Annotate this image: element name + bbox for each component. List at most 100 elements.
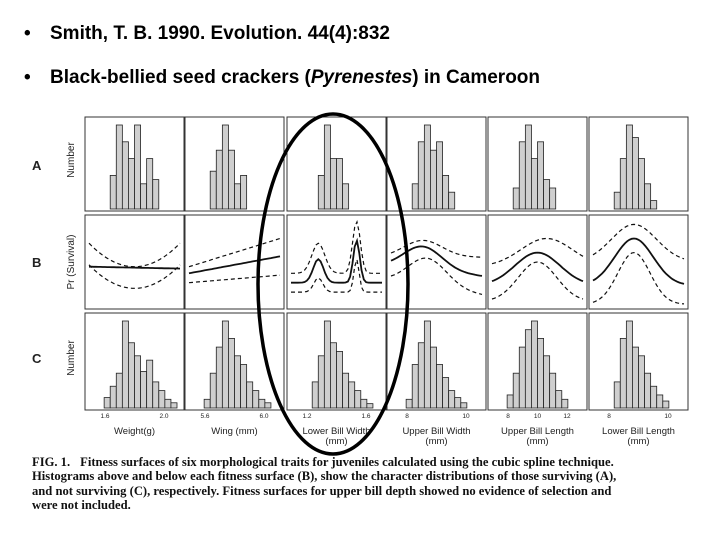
histogram-bar [103,397,111,409]
histogram-bar [146,359,154,409]
species-text-pre: Black-bellied seed crackers ( [50,67,311,88]
panel-frame [84,214,185,310]
histogram-bar [625,320,633,409]
tick-label: 12 [563,413,571,420]
caption-label: FIG. 1. [32,455,71,469]
histogram-bar [518,346,526,409]
histogram-bar [417,342,425,409]
panel-frame [84,312,185,411]
tick-label: 10 [462,413,470,420]
histogram-bar [650,200,658,210]
panel-frame [588,214,689,310]
histogram-bar [234,355,241,409]
histogram-bar [134,124,141,210]
histogram-bar [240,364,248,409]
histogram-bar [246,381,254,409]
confidence-band [188,237,281,268]
fitness-curve [188,255,281,275]
histogram-bar [121,320,129,409]
x-axis-label: (mm) [325,436,347,447]
histogram-bar [460,402,468,409]
histogram-bar [531,320,538,409]
histogram-bar [215,149,223,210]
histogram-bar [323,124,331,210]
fitness-curve [491,251,584,283]
caption-line-2: Histograms above and below each fitness … [32,469,617,484]
histogram-bar [221,124,229,210]
histogram-bar [360,398,368,409]
histogram-bar [644,183,652,210]
histogram-bar [430,149,437,210]
panel-frame [487,116,588,212]
histogram-bar [354,390,362,409]
histogram-bar [632,137,639,210]
panel-frame [588,116,689,212]
histogram-bar [537,141,544,210]
histogram-bar [330,342,337,409]
histogram-bar [323,320,331,409]
histogram-bar [454,397,462,409]
histogram-bar [417,141,425,210]
confidence-band [291,259,382,293]
histogram-bar [115,124,123,210]
histogram-bar [613,381,621,409]
confidence-band [188,274,281,284]
y-axis-label: Pr (Survival) [66,234,77,289]
histogram-bar [549,187,557,210]
histogram-bar [543,179,551,210]
histogram-bar [537,337,544,409]
histogram-bar [128,158,135,210]
panel-frame [286,312,387,411]
histogram-bar [423,320,431,409]
tick-label: 10 [534,413,542,420]
histogram-bar [411,364,419,409]
tick-label: 5.6 [200,413,209,420]
fitness-curve [291,237,382,284]
histogram-bar [405,398,413,409]
x-axis-label: Upper Bill Width [402,426,470,437]
fitness-curve [89,265,181,270]
histogram-bar [411,183,419,210]
histogram-bar [613,191,621,210]
histogram-bar [366,403,374,409]
histogram-bar [330,158,337,210]
histogram-bar [531,158,538,210]
confidence-band [592,223,685,260]
histogram-bar [134,355,141,409]
histogram-bar [311,381,319,409]
x-axis-label: (mm) [526,436,548,447]
x-axis-label: Lower Bill Length [602,426,675,437]
tick-label: 8 [607,413,611,420]
confidence-band [491,237,584,265]
highlight-ellipse [256,112,410,456]
histogram-bar [524,124,532,210]
histogram-bar [448,191,456,210]
confidence-band [592,251,685,305]
histogram-bar [543,355,551,409]
panel-frame [184,312,285,411]
fitness-curve [592,237,685,285]
tick-label: 8 [405,413,409,420]
bullet-dot: • [24,23,31,44]
histogram-bar [348,381,356,409]
caption-line-1: FIG. 1. Fitness surfaces of six morpholog… [32,455,614,469]
histogram-bar [549,372,557,409]
x-axis-label: Lower Bill Width [302,426,370,437]
tick-label: 10 [664,413,672,420]
tick-label: 1.6 [100,413,109,420]
histogram-bar [252,390,260,409]
histogram-bar [442,377,450,409]
histogram-bar [215,346,223,409]
histogram-bar [128,342,135,409]
histogram-bar [512,187,520,210]
histogram-bar [115,372,123,409]
histogram-bar [121,141,129,210]
panel-frame [286,214,387,310]
histogram-bar [152,381,160,409]
histogram-bar [203,398,211,409]
histogram-bar [209,372,217,409]
panel-frame [386,214,487,310]
histogram-bar [619,337,627,409]
histogram-bar [638,158,645,210]
